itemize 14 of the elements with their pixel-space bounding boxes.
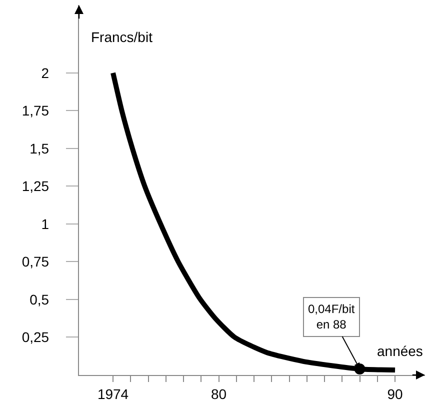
y-tick-label: 2 [41, 64, 50, 81]
y-tick-label: 0,25 [22, 329, 50, 346]
y-tick-label: 1,75 [22, 102, 50, 119]
y-axis-title: Francs/bit [91, 29, 153, 45]
x-tick-label: 80 [210, 386, 227, 402]
y-tick-label: 0,5 [30, 291, 50, 308]
annotation: 0,04F/bit en 88 [308, 302, 356, 332]
y-tick-label: 1 [41, 216, 50, 232]
y-tick-label: 1,5 [30, 140, 50, 156]
x-tick-label: 1974 [97, 386, 129, 402]
x-tick-label: 90 [387, 386, 404, 402]
y-tick-label: 1,25 [22, 178, 50, 194]
x-axis-title: années [377, 343, 423, 359]
y-tick-label: 0,75 [22, 254, 50, 270]
